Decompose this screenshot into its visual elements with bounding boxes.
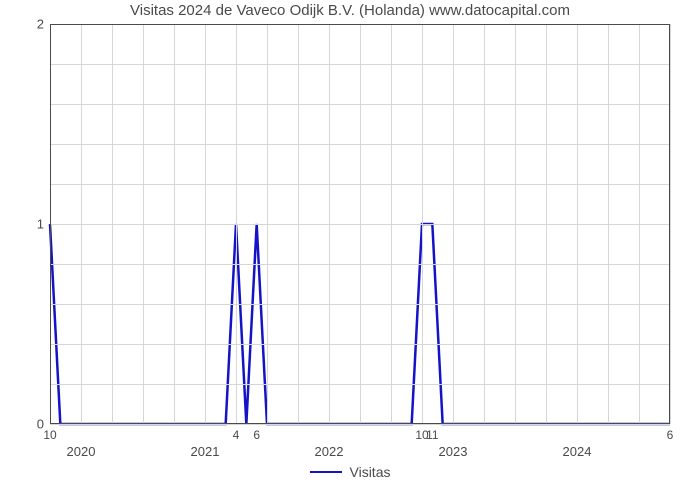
line-series-svg: [0, 0, 700, 500]
x-year-label: 2021: [191, 444, 220, 459]
x-year-label: 2020: [67, 444, 96, 459]
y-tick-label: 1: [14, 217, 44, 232]
x-minor-label: 10: [43, 428, 56, 442]
y-tick-label: 2: [14, 17, 44, 32]
legend: Visitas: [0, 464, 700, 480]
x-year-label: 2024: [563, 444, 592, 459]
legend-label: Visitas: [350, 464, 391, 480]
chart-container: Visitas 2024 de Vaveco Odijk B.V. (Holan…: [0, 0, 700, 500]
x-minor-label: 4: [233, 428, 240, 442]
x-year-label: 2023: [439, 444, 468, 459]
x-year-label: 2022: [315, 444, 344, 459]
legend-swatch: [310, 471, 342, 473]
x-minor-label: 6: [667, 428, 674, 442]
x-minor-label: 6: [253, 428, 260, 442]
y-tick-label: 0: [14, 417, 44, 432]
x-minor-label: 11: [426, 428, 438, 442]
